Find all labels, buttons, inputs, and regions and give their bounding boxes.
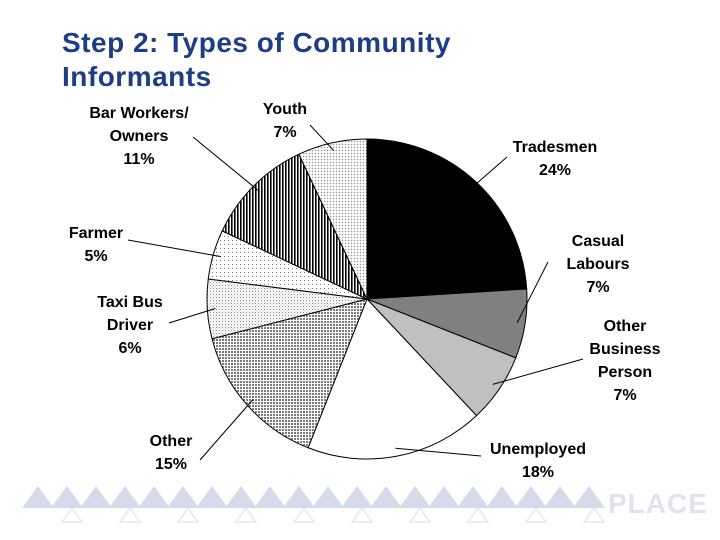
mountain-outline [408, 506, 432, 523]
slice-label: Other Business Person 7% [589, 318, 660, 404]
leader-line [199, 399, 254, 461]
mountain-shape [51, 486, 83, 508]
mountain-outline [292, 506, 316, 523]
mountain-shape [399, 486, 431, 508]
mountain-shape [196, 486, 228, 508]
pie-slice [298, 138, 368, 300]
mountain-shape [167, 486, 199, 508]
slice-label: Farmer 5% [69, 225, 123, 265]
mountain-shape [225, 486, 257, 508]
leader-line [127, 239, 222, 258]
pie-slice [307, 298, 478, 460]
mountain-shape [573, 486, 605, 508]
mountain-shape [457, 486, 489, 508]
mountain-shape [312, 486, 344, 508]
mountains-logo-watermark [22, 486, 606, 523]
mountain-outline [466, 506, 490, 523]
mountain-shape [486, 486, 518, 508]
leader-line [395, 447, 482, 457]
leader-line [516, 261, 549, 324]
leader-line [470, 156, 508, 189]
mountain-outline [176, 506, 200, 523]
label-leader-lines [127, 124, 584, 461]
mountain-shape [138, 486, 170, 508]
mountain-shape [254, 486, 286, 508]
mountain-outline [118, 506, 142, 523]
place-logo-text: PLACE [608, 488, 708, 519]
slide-title: Step 2: Types of Community Informants [62, 27, 451, 92]
leader-line [492, 358, 584, 385]
slice-labels: Tradesmen 24% Casual Labours 7% Other Business… [69, 101, 661, 480]
mountain-shape [370, 486, 402, 508]
slice-label: Youth 7% [263, 101, 307, 141]
leader-line [168, 308, 216, 324]
pie-slices [206, 138, 528, 460]
slice-label: Tradesmen 24% [513, 139, 597, 179]
mountain-outline [234, 506, 258, 523]
mountain-shape [109, 486, 141, 508]
pie-chart: Tradesmen 24% Casual Labours 7% Other Business… [69, 101, 661, 480]
mountain-shape [283, 486, 315, 508]
mountain-shape [428, 486, 460, 508]
mountain-outline [524, 506, 548, 523]
mountain-outline [60, 506, 84, 523]
leader-line [309, 124, 335, 152]
mountain-outline [350, 506, 374, 523]
slice-label: Casual Labours 7% [566, 233, 629, 296]
pie-slice [211, 298, 368, 449]
slice-label: Other 15% [150, 433, 193, 473]
mountain-shape [341, 486, 373, 508]
mountain-shape [544, 486, 576, 508]
mountain-shape [515, 486, 547, 508]
mountain-shape [80, 486, 112, 508]
slice-label: Taxi Bus Driver 6% [97, 294, 163, 357]
pie-slice [366, 138, 528, 300]
slice-label: Bar Workers/Owners 11% [89, 105, 189, 168]
leader-line [192, 136, 260, 192]
mountain-shape [22, 486, 54, 508]
mountain-outline [582, 506, 606, 523]
slice-label: Unemployed 18% [490, 441, 586, 480]
